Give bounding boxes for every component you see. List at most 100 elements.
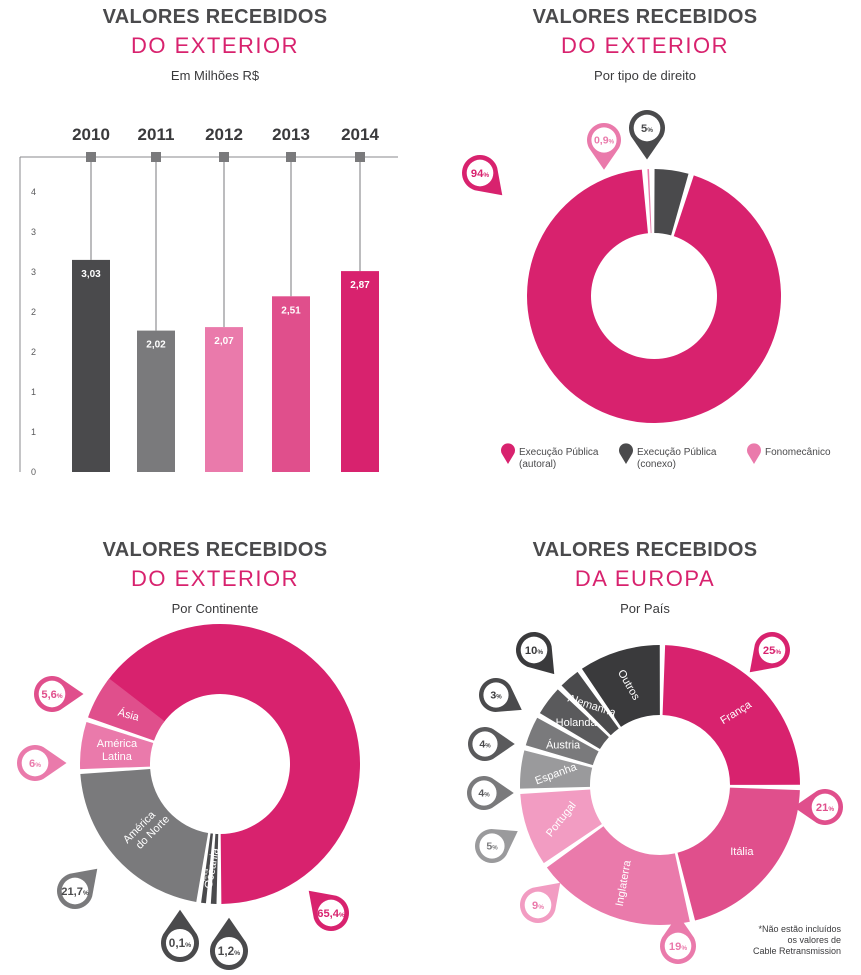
- panel-title: VALORES RECEBIDOS: [532, 6, 758, 28]
- slice-label: Latina: [102, 751, 133, 763]
- y-tick-label: 4: [31, 187, 36, 197]
- panel-valores-ano: VALORES RECEBIDOS DO EXTERIOR Em Milhões…: [0, 0, 430, 490]
- x-tick-label: 2013: [272, 125, 310, 144]
- label-pin: 5,6%: [34, 676, 84, 712]
- slice: [80, 721, 154, 770]
- y-tick-label: 3: [31, 227, 36, 237]
- slice: [539, 689, 609, 750]
- bar-marker: [219, 152, 229, 162]
- slice: [520, 750, 593, 789]
- pin-percent-sign: %: [681, 945, 687, 952]
- bar-marker: [86, 152, 96, 162]
- footnote-line: Cable Retransmission: [752, 946, 841, 956]
- pin-percent-sign: %: [775, 649, 781, 656]
- slice-label: América: [97, 738, 138, 750]
- pin-value: 4%: [478, 788, 490, 800]
- panel-title: VALORES RECEBIDOS: [532, 539, 758, 561]
- slice: [662, 645, 800, 785]
- panel-continente: VALORES RECEBIDOS DO EXTERIOR Por Contin…: [0, 530, 430, 975]
- pin-percent-sign: %: [483, 172, 489, 179]
- pin-inner: [466, 159, 494, 187]
- bar-marker: [355, 152, 365, 162]
- label-pin: 0,9%: [587, 123, 621, 170]
- pin-value: 65,4%: [317, 908, 345, 920]
- label-pin: 4%: [468, 727, 515, 761]
- slice: [647, 169, 652, 234]
- bar: [272, 296, 310, 472]
- pin-percent-sign: %: [234, 950, 240, 957]
- panel-pais: VALORES RECEBIDOS DA EUROPA Por País: [430, 530, 860, 975]
- pin-percent-sign: %: [484, 792, 490, 799]
- pin-inner: [758, 636, 786, 664]
- panel-tipo-direito: VALORES RECEBIDOS DO EXTERIOR Por tipo d…: [430, 0, 860, 490]
- footnote: *Não estão incluídos os valores de Cable…: [753, 924, 841, 957]
- label-pin: 1,2%: [210, 917, 248, 970]
- panel-title-accent: DO EXTERIOR: [130, 33, 300, 58]
- legend-label: (conexo): [637, 459, 676, 470]
- bar-chart: 0 1 1 2 2 3 3 4 2010 3,03 2011 2,02 2012 2,07 2013 2,51…: [19, 125, 398, 477]
- legend-marker: [501, 443, 515, 464]
- legend-marker: [747, 443, 761, 464]
- slice-label: Áustria: [546, 739, 581, 752]
- pin-percent-sign: %: [35, 762, 41, 769]
- pin-value: 3%: [490, 690, 502, 702]
- donut-tipo-direito: 94%0,9%5%Execução Pública(autoral)Execuç…: [462, 109, 831, 470]
- bar: [205, 327, 243, 472]
- slice-label: Europa: [324, 640, 363, 654]
- pin-value: 5%: [486, 841, 498, 853]
- y-tick-label: 1: [31, 387, 36, 397]
- slice: [546, 826, 690, 925]
- label-pin: 4%: [467, 776, 514, 810]
- x-tick-label: 2014: [341, 125, 379, 144]
- slice: [654, 169, 689, 236]
- label-pin: 5%: [629, 109, 665, 160]
- legend-item: Execução Pública(autoral): [501, 443, 599, 470]
- label-pin: 19%: [660, 914, 696, 964]
- footnote-line: *Não estão incluídos: [758, 924, 841, 934]
- label-pin: 0,1%: [161, 909, 199, 962]
- slice: [80, 769, 209, 902]
- pin-percent-sign: %: [609, 139, 615, 146]
- footnote-line: os valores de: [787, 935, 841, 945]
- pin-percent-sign: %: [537, 649, 543, 656]
- slice: [677, 787, 800, 921]
- label-pin: 25%: [749, 632, 790, 673]
- pin-percent-sign: %: [83, 890, 89, 897]
- bar-marker: [151, 152, 161, 162]
- legend-label: (autoral): [519, 459, 556, 470]
- slice-label: Oceania: [203, 846, 222, 889]
- pin-percent-sign: %: [647, 127, 653, 134]
- pin-inner: [483, 682, 509, 708]
- label-pin: 21%: [793, 789, 843, 825]
- y-tick-label: 2: [31, 307, 36, 317]
- legend-item: Execução Pública(conexo): [619, 443, 717, 470]
- slice-label: Itália: [730, 846, 754, 858]
- slice-label: África: [201, 868, 210, 882]
- slice: [527, 169, 781, 424]
- panel-title: VALORES RECEBIDOS: [102, 539, 328, 561]
- pin-inner: [591, 127, 617, 153]
- label-pin: 9%: [520, 882, 561, 923]
- pin-inner: [479, 833, 505, 859]
- legend-item: Fonomecânico: [747, 443, 831, 464]
- pin-inner: [811, 793, 839, 821]
- bar-value-label: 3,03: [81, 269, 101, 280]
- slice: [210, 833, 219, 904]
- pin-percent-sign: %: [828, 806, 834, 813]
- slice-label: Holanda: [556, 717, 598, 729]
- bar: [341, 271, 379, 472]
- pin-inner: [633, 114, 661, 142]
- slice-label: Ásia: [117, 706, 142, 724]
- slice: [561, 671, 619, 736]
- pin-percent-sign: %: [492, 845, 498, 852]
- slice: [581, 645, 660, 727]
- label-pin: 21,7%: [56, 868, 98, 910]
- pin-inner: [61, 877, 89, 905]
- pin-inner: [471, 780, 497, 806]
- pin-inner: [21, 749, 49, 777]
- label-pin: 6%: [16, 745, 67, 781]
- x-tick-label: 2011: [138, 125, 175, 144]
- bar: [137, 330, 175, 472]
- pin-inner: [317, 899, 345, 927]
